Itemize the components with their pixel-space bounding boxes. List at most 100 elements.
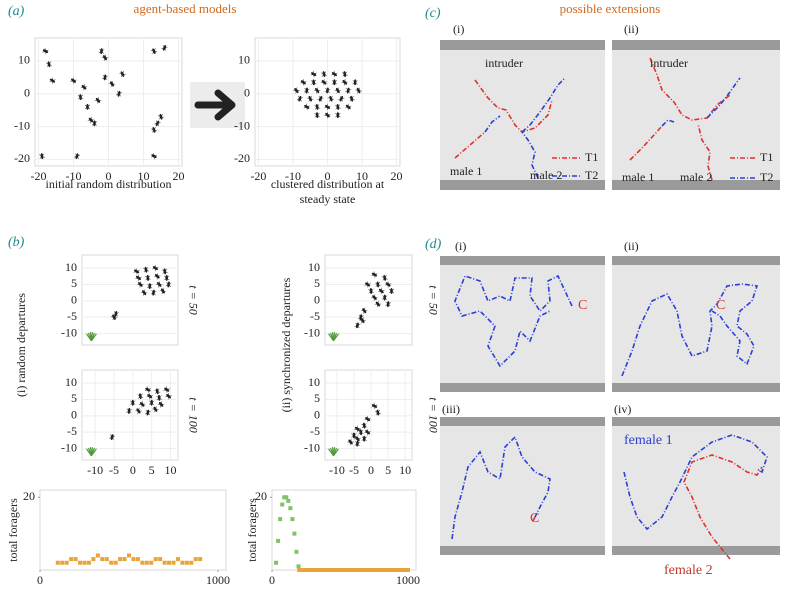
agent-body [151,154,157,159]
agent-body [162,45,167,51]
plot-frame [324,369,413,461]
agent-body [136,408,141,414]
photo-bg [612,256,780,392]
photo: C [440,417,605,555]
agent-body [135,275,141,281]
y-tick-label: 0 [71,408,77,422]
x-tick-label: -5 [109,463,119,477]
point [162,560,167,565]
agent [150,289,157,296]
photo-edge [440,180,605,190]
photo-edge [612,546,780,555]
agent-body [138,282,143,287]
x-tick-label: 10 [399,463,411,477]
agent [137,393,144,400]
point [64,560,69,565]
agent-body [362,308,367,314]
agent [310,70,317,78]
caption: initial random distribution [46,177,172,191]
agent-body [378,288,384,294]
agent-body [329,95,333,102]
trajectory [629,125,663,161]
agent [331,79,338,86]
agent-body [150,399,153,406]
point [348,568,353,572]
point [171,560,176,565]
y-tick-label: 10 [308,260,320,274]
plot-frame [324,254,413,346]
food-source [85,447,97,457]
agent [142,266,150,273]
y-tick-label: -10 [61,440,77,454]
agent-body [155,388,159,395]
point [118,557,123,562]
agent [313,87,321,94]
point [73,557,78,562]
agent [154,388,161,395]
point [402,568,407,572]
panel-heading: possible extensions [560,1,661,16]
agent-body [166,393,171,399]
point [55,560,60,565]
agent [140,289,148,296]
agent [165,281,172,288]
agent-body [362,422,366,429]
agent-body [158,401,164,407]
time-label: t = 50 [186,285,200,314]
point [304,568,308,572]
annotation: male 2 [680,170,712,184]
point [375,568,380,572]
point [127,553,131,558]
point [382,568,387,572]
agent-body [355,436,360,442]
marker-label: C [716,298,725,313]
y-tick-label: -10 [61,325,77,339]
x-tick-label: 0 [106,169,112,183]
photo-edge [612,40,780,50]
y-tick-label: -10 [304,325,320,339]
agent [355,87,362,94]
arrow [194,89,236,121]
caption: clustered distribution at [271,177,385,191]
time-label: t = 100 [186,397,200,432]
agent-body [75,153,79,160]
photo-bg [612,417,780,555]
agent-body [40,153,44,160]
plot-frame [271,489,417,571]
agent-body [157,282,162,287]
agent-body [365,417,371,422]
agent [371,294,378,301]
agent [108,80,116,88]
agent-body [335,87,340,94]
x-tick-label: 0 [325,169,331,183]
agent-body [152,127,156,133]
panel-label: (a) [8,4,25,19]
photo-label: (ii) [624,239,639,253]
plot-frame [81,369,179,461]
agent [347,438,354,446]
trajectory [451,435,551,540]
agent [359,317,366,324]
agent [77,94,84,101]
photo: intruder male 1 male 2 T1 T2 [440,40,605,190]
point [158,557,163,562]
agent-body [164,387,170,392]
photo-label: (ii) [624,22,639,36]
agent [341,79,348,86]
point [69,557,74,562]
panel-heading: agent-based models [134,1,237,16]
agent [385,301,392,308]
agent [371,271,378,278]
agent-body [49,78,56,83]
agent-body [112,314,116,320]
annotation: male 2 [530,168,562,182]
x-tick-label: 5 [385,463,391,477]
agent [109,434,116,441]
agent-body [103,74,107,81]
legend-label: T2 [760,170,773,184]
point [392,568,397,572]
agent-body [157,394,161,401]
agent-body [300,80,306,85]
agent [165,392,172,400]
agent [303,87,310,94]
